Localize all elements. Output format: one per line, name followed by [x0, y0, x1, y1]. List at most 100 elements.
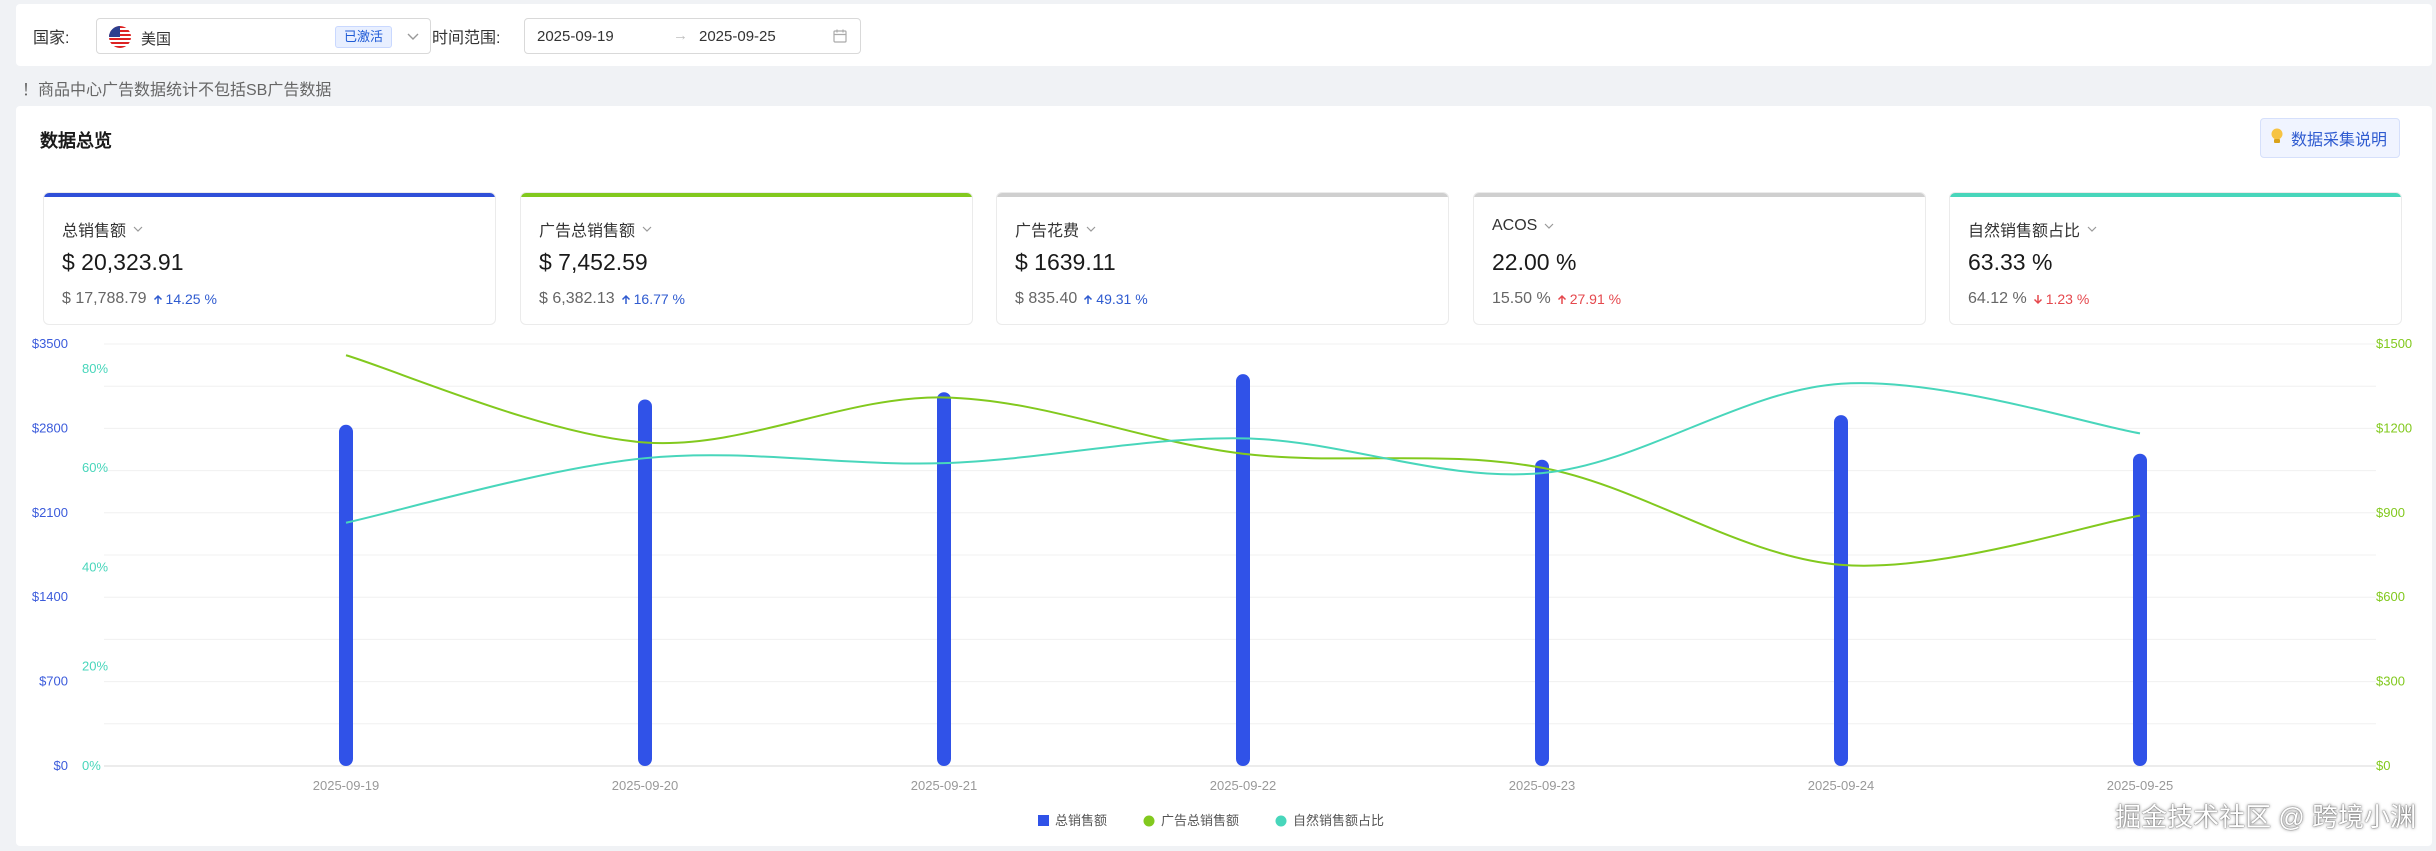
- metric-card[interactable]: 广告总销售额 $ 7,452.59 $ 6,382.13 16.77 %: [520, 192, 973, 325]
- metric-previous-value: 15.50 %: [1492, 290, 1551, 307]
- bar-total-sales[interactable]: [937, 392, 951, 766]
- arrow-up-icon: [621, 294, 630, 304]
- metric-accent-bar: [997, 193, 1448, 197]
- date-range-label: 时间范围:: [432, 30, 501, 47]
- metric-label: 广告总销售额: [539, 223, 636, 240]
- metric-accent-bar: [44, 193, 495, 197]
- pct-axis-tick-label: 40%: [82, 559, 108, 574]
- pct-axis-tick-label: 60%: [82, 460, 108, 475]
- metric-card[interactable]: 总销售额 $ 20,323.91 $ 17,788.79 14.25 %: [43, 192, 496, 325]
- y-right-axis-tick-label: $600: [2376, 589, 2405, 604]
- bar-total-sales[interactable]: [1834, 415, 1848, 766]
- bar-total-sales[interactable]: [638, 399, 652, 766]
- y-axis-tick-label: $1400: [32, 589, 68, 604]
- x-axis-tick-label: 2025-09-21: [911, 778, 978, 793]
- data-overview-panel: 数据总览 数据采集说明 总销售额 $ 20,323.91 $ 17,788.79 14…: [16, 106, 2432, 846]
- chevron-down-icon[interactable]: [2086, 223, 2098, 235]
- x-axis-tick-label: 2025-09-20: [612, 778, 679, 793]
- pct-axis-tick-label: 20%: [82, 659, 108, 674]
- metric-card[interactable]: ACOS 22.00 % 15.50 % 27.91 %: [1473, 192, 1926, 325]
- legend-label: 自然销售额占比: [1293, 813, 1384, 828]
- metric-change: 16.77 %: [621, 291, 685, 307]
- country-select[interactable]: 美国 已激活: [96, 18, 431, 54]
- metric-change: 1.23 %: [2033, 291, 2090, 307]
- y-axis-tick-label: $700: [39, 674, 68, 689]
- metric-label: 广告花费: [1015, 223, 1080, 240]
- y-axis-tick-label: $2100: [32, 505, 68, 520]
- line-organic-share[interactable]: [345, 382, 2141, 524]
- line-ad-sales[interactable]: [345, 354, 2141, 567]
- x-axis-tick-label: 2025-09-23: [1509, 778, 1576, 793]
- metric-value: $ 20,323.91: [62, 249, 184, 275]
- legend-swatch-ad-sales[interactable]: [1143, 815, 1155, 827]
- arrow-down-icon: [2033, 294, 2042, 304]
- watermark: 掘金技术社区 @ 跨境小渊: [2115, 802, 2416, 832]
- metric-label-row[interactable]: 自然销售额占比: [1968, 217, 2098, 241]
- explain-button-label: 数据采集说明: [2290, 132, 2387, 149]
- bar-total-sales[interactable]: [1535, 459, 1549, 766]
- metric-label: 自然销售额占比: [1968, 223, 2081, 240]
- arrow-up-icon: [1557, 294, 1566, 304]
- metric-label-row[interactable]: 广告花费: [1015, 217, 1097, 241]
- date-separator: →: [673, 27, 688, 44]
- legend-swatch-organic-share[interactable]: [1275, 815, 1287, 827]
- notice-text: ！商品中心广告数据统计不包括SB广告数据: [22, 82, 332, 99]
- metric-accent-bar: [1950, 193, 2401, 197]
- metric-label-row[interactable]: 广告总销售额: [539, 217, 653, 241]
- bar-total-sales[interactable]: [339, 424, 353, 766]
- metric-accent-bar: [1474, 193, 1925, 197]
- x-axis-tick-label: 2025-09-24: [1808, 778, 1875, 793]
- metric-previous-value: 64.12 %: [1968, 290, 2027, 307]
- metric-previous-value: $ 6,382.13: [539, 290, 615, 307]
- metric-previous-row: 15.50 % 27.91 %: [1492, 290, 1621, 308]
- arrow-up-icon: [1084, 294, 1093, 304]
- chevron-down-icon[interactable]: [132, 223, 144, 235]
- metric-value: $ 7,452.59: [539, 249, 648, 275]
- metric-card[interactable]: 自然销售额占比 63.33 % 64.12 % 1.23 %: [1949, 192, 2402, 325]
- x-axis-tick-label: 2025-09-25: [2107, 778, 2174, 793]
- country-label: 国家:: [33, 30, 70, 47]
- metric-card[interactable]: 广告花费 $ 1639.11 $ 835.40 49.31 %: [996, 192, 1449, 325]
- metric-label-row[interactable]: 总销售额: [62, 217, 144, 241]
- y-axis-tick-label: $2800: [32, 420, 68, 435]
- y-right-axis-tick-label: $1500: [2376, 336, 2412, 351]
- bar-total-sales[interactable]: [2133, 453, 2147, 766]
- x-axis-tick-label: 2025-09-22: [1210, 778, 1277, 793]
- y-axis-tick-label: $0: [54, 758, 68, 773]
- chevron-down-icon[interactable]: [406, 29, 420, 48]
- y-right-axis-tick-label: $1200: [2376, 420, 2412, 435]
- pct-axis-tick-label: 0%: [82, 758, 101, 773]
- metric-previous-value: $ 17,788.79: [62, 290, 147, 307]
- chevron-down-icon[interactable]: [1543, 220, 1555, 232]
- metric-value: $ 1639.11: [1015, 249, 1116, 275]
- metric-label: 总销售额: [62, 223, 127, 240]
- metric-change: 27.91 %: [1557, 291, 1621, 307]
- legend-label: 广告总销售额: [1161, 813, 1239, 828]
- metric-previous-value: $ 835.40: [1015, 290, 1078, 307]
- y-axis-tick-label: $3500: [32, 336, 68, 351]
- date-range-picker[interactable]: 2025-09-19 → 2025-09-25: [524, 18, 861, 54]
- chevron-down-icon[interactable]: [1085, 223, 1097, 235]
- bar-total-sales[interactable]: [1236, 374, 1250, 766]
- arrow-up-icon: [153, 294, 162, 304]
- calendar-icon[interactable]: [832, 28, 848, 49]
- chevron-down-icon[interactable]: [641, 223, 653, 235]
- metric-previous-row: $ 835.40 49.31 %: [1015, 290, 1148, 308]
- data-collection-explain-button[interactable]: 数据采集说明: [2259, 118, 2400, 158]
- date-end-input[interactable]: 2025-09-25: [699, 28, 776, 45]
- metric-value: 22.00 %: [1492, 249, 1577, 275]
- metric-change: 14.25 %: [153, 291, 217, 307]
- metric-change-value: 49.31 %: [1096, 291, 1148, 307]
- metric-value: 63.33 %: [1968, 249, 2053, 275]
- metric-change-value: 14.25 %: [165, 291, 217, 307]
- metric-label-row[interactable]: ACOS: [1492, 217, 1555, 235]
- date-start-input[interactable]: 2025-09-19: [537, 28, 614, 45]
- metric-previous-row: $ 6,382.13 16.77 %: [539, 290, 685, 308]
- metric-change-value: 1.23 %: [2045, 291, 2090, 307]
- metric-previous-row: $ 17,788.79 14.25 %: [62, 290, 217, 308]
- legend-label: 总销售额: [1055, 813, 1107, 828]
- legend-swatch-total-sales[interactable]: [1038, 815, 1049, 826]
- overview-chart: $0 $700 $1400 $2100 $2800 $3500 0% 20% 40% 60% 80%…: [32, 336, 2412, 828]
- pct-axis-tick-label: 80%: [82, 361, 108, 376]
- metric-previous-row: 64.12 % 1.23 %: [1968, 290, 2089, 308]
